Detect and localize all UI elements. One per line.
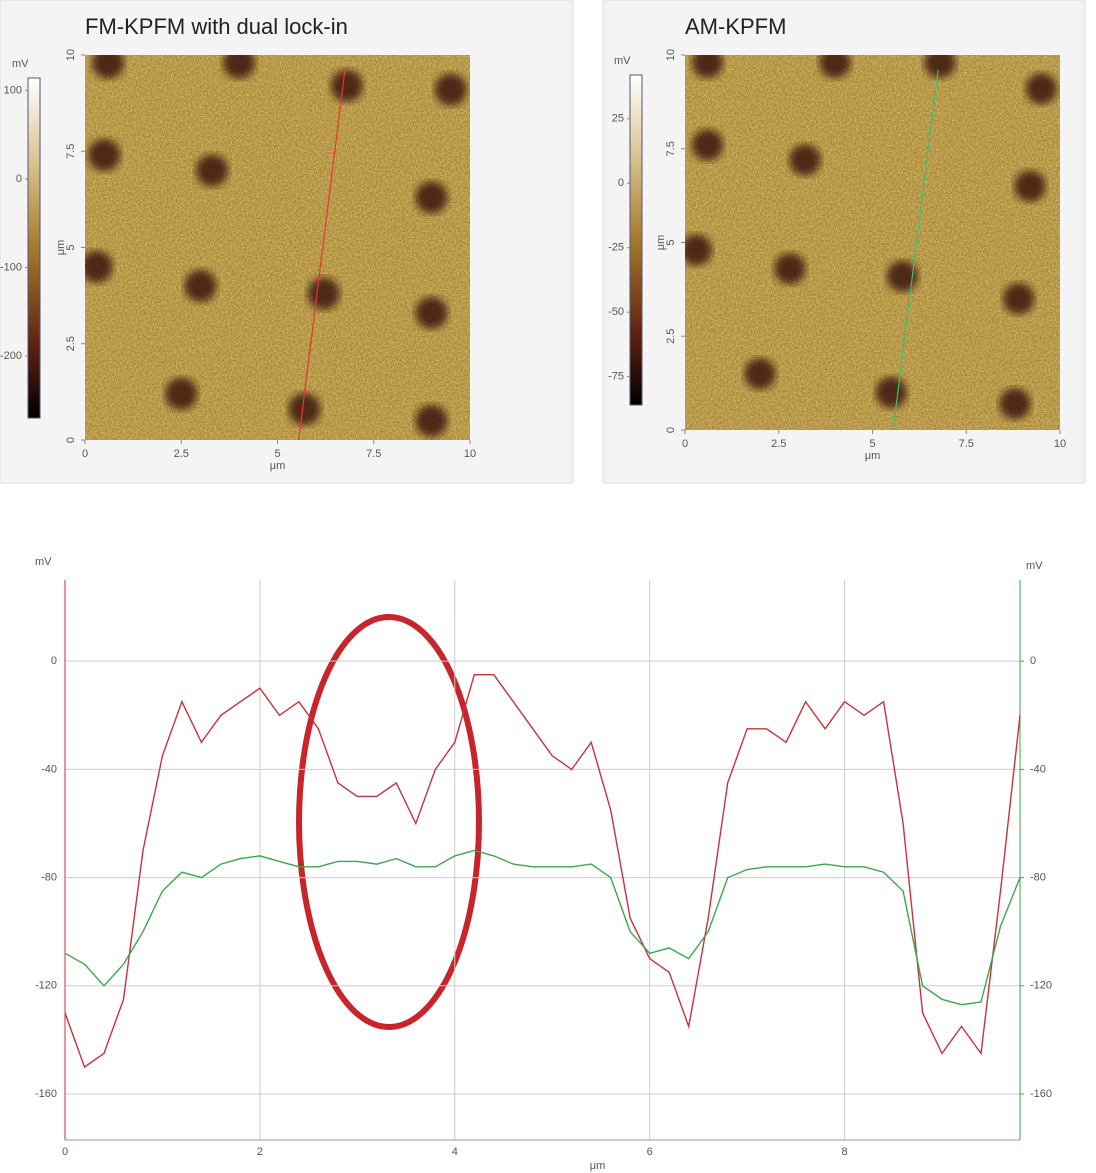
colorbar-label: mV bbox=[12, 58, 29, 70]
x-tick-label: 2.5 bbox=[771, 438, 786, 450]
dark-spot bbox=[1014, 170, 1046, 202]
x-axis-label: μm bbox=[590, 1160, 606, 1172]
series-line bbox=[64, 674, 1021, 1069]
dark-spot bbox=[1003, 283, 1035, 315]
x-tick-label: 5 bbox=[274, 448, 280, 460]
y-tick-label: -160 bbox=[35, 1088, 57, 1100]
y2-tick-label: -120 bbox=[1030, 980, 1052, 992]
colorbar bbox=[27, 77, 41, 419]
panel-title: AM-KPFM bbox=[685, 14, 786, 39]
y2-tick-label: -40 bbox=[1030, 763, 1046, 775]
profile-line bbox=[298, 70, 346, 441]
x-axis-label: μm bbox=[865, 450, 881, 462]
colorbar-tick-label: -75 bbox=[608, 371, 624, 383]
dark-spot bbox=[415, 296, 448, 329]
colorbar-tick-label: -25 bbox=[608, 242, 624, 254]
dark-spot bbox=[415, 181, 448, 214]
x-tick-label: 6 bbox=[647, 1146, 653, 1158]
y-tick-label: 7.5 bbox=[65, 144, 77, 159]
dark-spot bbox=[307, 277, 340, 310]
y-tick-label: 10 bbox=[665, 49, 677, 61]
y-tick-label: 10 bbox=[65, 49, 77, 61]
dark-spot bbox=[875, 376, 907, 409]
y2-tick-label: -160 bbox=[1030, 1088, 1052, 1100]
dark-spot bbox=[691, 55, 724, 79]
highlight-ellipse bbox=[296, 614, 482, 1030]
colorbar-label: mV bbox=[614, 55, 631, 67]
colorbar-tick-label: 0 bbox=[16, 173, 22, 185]
y2-tick-label: -80 bbox=[1030, 871, 1046, 883]
x-axis-label: μm bbox=[270, 460, 286, 472]
dark-spot bbox=[434, 73, 467, 106]
dark-spot bbox=[1025, 73, 1057, 105]
map-texture bbox=[85, 55, 470, 440]
x-tick-label: 0 bbox=[682, 438, 688, 450]
x-tick-label: 5 bbox=[869, 438, 875, 450]
y2-tick-label: 0 bbox=[1030, 655, 1036, 667]
y-tick-label: 2.5 bbox=[65, 336, 77, 351]
y-tick-label: 7.5 bbox=[665, 141, 677, 156]
dark-spot bbox=[685, 234, 712, 266]
dark-spot bbox=[165, 377, 198, 410]
series-line bbox=[64, 849, 1021, 1006]
colorbar bbox=[629, 74, 643, 406]
y-tick-label: 0 bbox=[665, 427, 677, 433]
dark-spot bbox=[886, 260, 919, 292]
y-axis-label: mV bbox=[35, 556, 52, 568]
x-tick-label: 4 bbox=[452, 1146, 458, 1158]
dark-spot bbox=[85, 250, 113, 283]
y-tick-label: 5 bbox=[665, 239, 677, 245]
dark-spot bbox=[415, 404, 448, 437]
profile-bg bbox=[0, 545, 1096, 1173]
dark-spot bbox=[88, 139, 121, 172]
dark-spot bbox=[924, 55, 956, 79]
x-tick-label: 2 bbox=[257, 1146, 263, 1158]
dark-spot bbox=[288, 393, 321, 426]
colorbar-tick-label: -100 bbox=[0, 261, 22, 273]
dark-spot bbox=[999, 388, 1031, 420]
colorbar-tick-label: 100 bbox=[4, 84, 22, 96]
y-tick-label: 2.5 bbox=[665, 329, 677, 344]
y-tick-label: -120 bbox=[35, 980, 57, 992]
x-tick-label: 0 bbox=[82, 448, 88, 460]
x-tick-label: 0 bbox=[62, 1146, 68, 1158]
colorbar-tick-label: 25 bbox=[612, 113, 624, 125]
colorbar-tick-label: -200 bbox=[0, 350, 22, 362]
dark-spot bbox=[196, 154, 229, 187]
dark-spot bbox=[330, 69, 363, 102]
map-texture bbox=[685, 55, 1060, 430]
dark-spot bbox=[774, 253, 806, 285]
y-axis-label: μm bbox=[655, 235, 667, 251]
y-tick-label: 5 bbox=[65, 244, 77, 250]
x-tick-label: 2.5 bbox=[174, 448, 189, 460]
y2-axis-label: mV bbox=[1026, 560, 1043, 572]
x-tick-label: 8 bbox=[842, 1146, 848, 1158]
y-axis-label: μm bbox=[55, 240, 67, 256]
dark-spot bbox=[222, 55, 256, 79]
x-tick-label: 7.5 bbox=[959, 438, 974, 450]
colorbar-tick-label: 0 bbox=[618, 177, 624, 189]
profile-line bbox=[892, 69, 939, 431]
x-tick-label: 7.5 bbox=[366, 448, 381, 460]
colorbar-tick-label: -50 bbox=[608, 306, 624, 318]
y-tick-label: 0 bbox=[51, 655, 57, 667]
y-tick-label: -80 bbox=[41, 871, 57, 883]
dark-spot bbox=[92, 55, 125, 79]
y-tick-label: 0 bbox=[65, 437, 77, 443]
panel-title: FM-KPFM with dual lock-in bbox=[85, 14, 348, 39]
dark-spot bbox=[819, 55, 851, 79]
dark-spot bbox=[691, 129, 724, 161]
y-tick-label: -40 bbox=[41, 763, 57, 775]
x-tick-label: 10 bbox=[464, 448, 476, 460]
dark-spot bbox=[789, 144, 821, 176]
dark-spot bbox=[744, 358, 776, 390]
x-tick-label: 10 bbox=[1054, 438, 1066, 450]
dark-spot bbox=[184, 269, 217, 303]
